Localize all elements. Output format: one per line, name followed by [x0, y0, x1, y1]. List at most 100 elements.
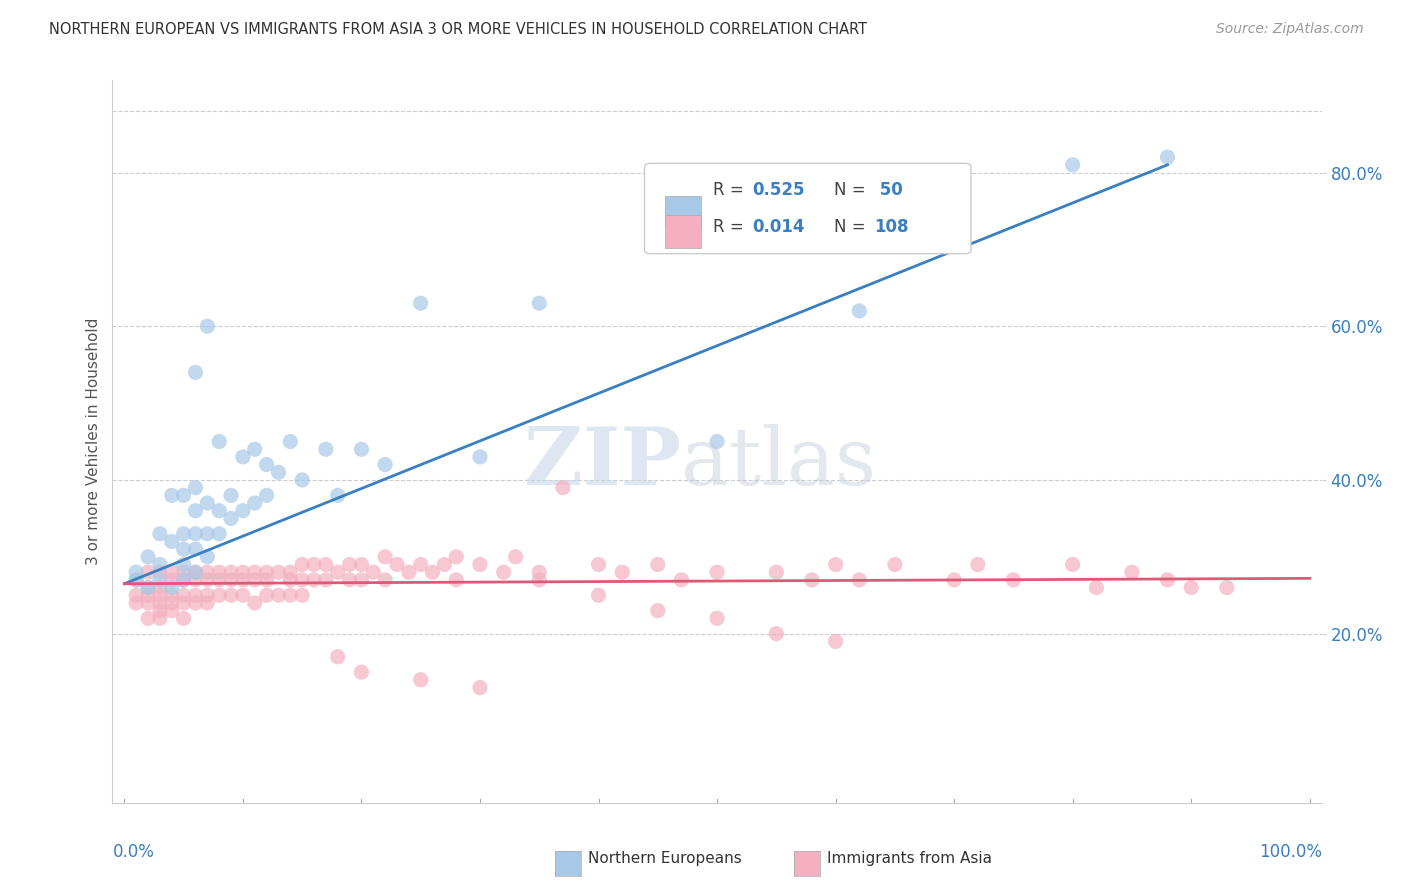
- Point: [184, 481, 207, 495]
- Point: [173, 573, 195, 587]
- Point: [409, 296, 432, 310]
- Point: [267, 565, 290, 579]
- Point: [195, 526, 218, 541]
- Y-axis label: 3 or more Vehicles in Household: 3 or more Vehicles in Household: [86, 318, 101, 566]
- Point: [136, 549, 159, 564]
- Point: [136, 611, 159, 625]
- Text: Immigrants from Asia: Immigrants from Asia: [827, 851, 991, 865]
- Point: [706, 434, 728, 449]
- Point: [350, 573, 373, 587]
- Point: [433, 558, 456, 572]
- Point: [136, 588, 159, 602]
- Bar: [665, 196, 702, 228]
- Point: [1002, 573, 1025, 587]
- Point: [149, 588, 172, 602]
- Point: [492, 565, 515, 579]
- Point: [243, 573, 266, 587]
- Point: [1156, 573, 1178, 587]
- Point: [505, 549, 527, 564]
- Point: [232, 573, 254, 587]
- Text: atlas: atlas: [681, 425, 876, 502]
- Point: [195, 549, 218, 564]
- Point: [149, 526, 172, 541]
- Point: [160, 488, 183, 502]
- Point: [848, 573, 870, 587]
- Point: [1216, 581, 1239, 595]
- Point: [291, 473, 314, 487]
- Point: [291, 588, 314, 602]
- Point: [315, 558, 337, 572]
- Point: [361, 565, 384, 579]
- Point: [243, 596, 266, 610]
- Point: [706, 565, 728, 579]
- Point: [267, 588, 290, 602]
- Point: [374, 458, 396, 472]
- Point: [326, 488, 349, 502]
- Point: [706, 611, 728, 625]
- Point: [208, 573, 231, 587]
- Point: [208, 504, 231, 518]
- Point: [647, 558, 669, 572]
- Point: [195, 596, 218, 610]
- Text: 0.014: 0.014: [752, 218, 804, 235]
- Point: [160, 604, 183, 618]
- Text: ZIP: ZIP: [524, 425, 681, 502]
- Point: [219, 488, 242, 502]
- Point: [184, 573, 207, 587]
- Point: [173, 542, 195, 557]
- Point: [256, 565, 278, 579]
- Point: [374, 573, 396, 587]
- Point: [208, 434, 231, 449]
- Point: [800, 573, 823, 587]
- Text: 108: 108: [875, 218, 908, 235]
- Point: [232, 565, 254, 579]
- Point: [588, 588, 610, 602]
- Point: [278, 565, 301, 579]
- Point: [1156, 150, 1178, 164]
- Point: [647, 604, 669, 618]
- Point: [765, 626, 787, 640]
- Point: [339, 573, 361, 587]
- Point: [149, 596, 172, 610]
- Point: [612, 565, 634, 579]
- Text: N =: N =: [834, 218, 872, 235]
- Point: [291, 573, 314, 587]
- Point: [173, 573, 195, 587]
- Point: [1085, 581, 1108, 595]
- Point: [398, 565, 420, 579]
- Point: [422, 565, 444, 579]
- Point: [883, 558, 905, 572]
- Text: 100.0%: 100.0%: [1258, 843, 1322, 861]
- Point: [125, 588, 148, 602]
- Point: [184, 596, 207, 610]
- Point: [1180, 581, 1202, 595]
- Point: [824, 634, 846, 648]
- Point: [136, 581, 159, 595]
- Point: [149, 558, 172, 572]
- Point: [219, 573, 242, 587]
- Point: [136, 565, 159, 579]
- Point: [446, 549, 468, 564]
- Text: 0.525: 0.525: [752, 181, 804, 199]
- Point: [446, 573, 468, 587]
- Point: [125, 573, 148, 587]
- Point: [966, 558, 988, 572]
- Point: [302, 558, 325, 572]
- Point: [409, 673, 432, 687]
- Point: [173, 558, 195, 572]
- Point: [173, 488, 195, 502]
- Point: [243, 496, 266, 510]
- Point: [350, 558, 373, 572]
- Point: [184, 542, 207, 557]
- Point: [671, 573, 693, 587]
- Point: [208, 526, 231, 541]
- Point: [468, 681, 491, 695]
- Text: R =: R =: [713, 218, 749, 235]
- Point: [291, 558, 314, 572]
- Point: [315, 442, 337, 457]
- Point: [232, 504, 254, 518]
- Point: [765, 565, 787, 579]
- Point: [339, 558, 361, 572]
- Point: [160, 596, 183, 610]
- Point: [529, 565, 551, 579]
